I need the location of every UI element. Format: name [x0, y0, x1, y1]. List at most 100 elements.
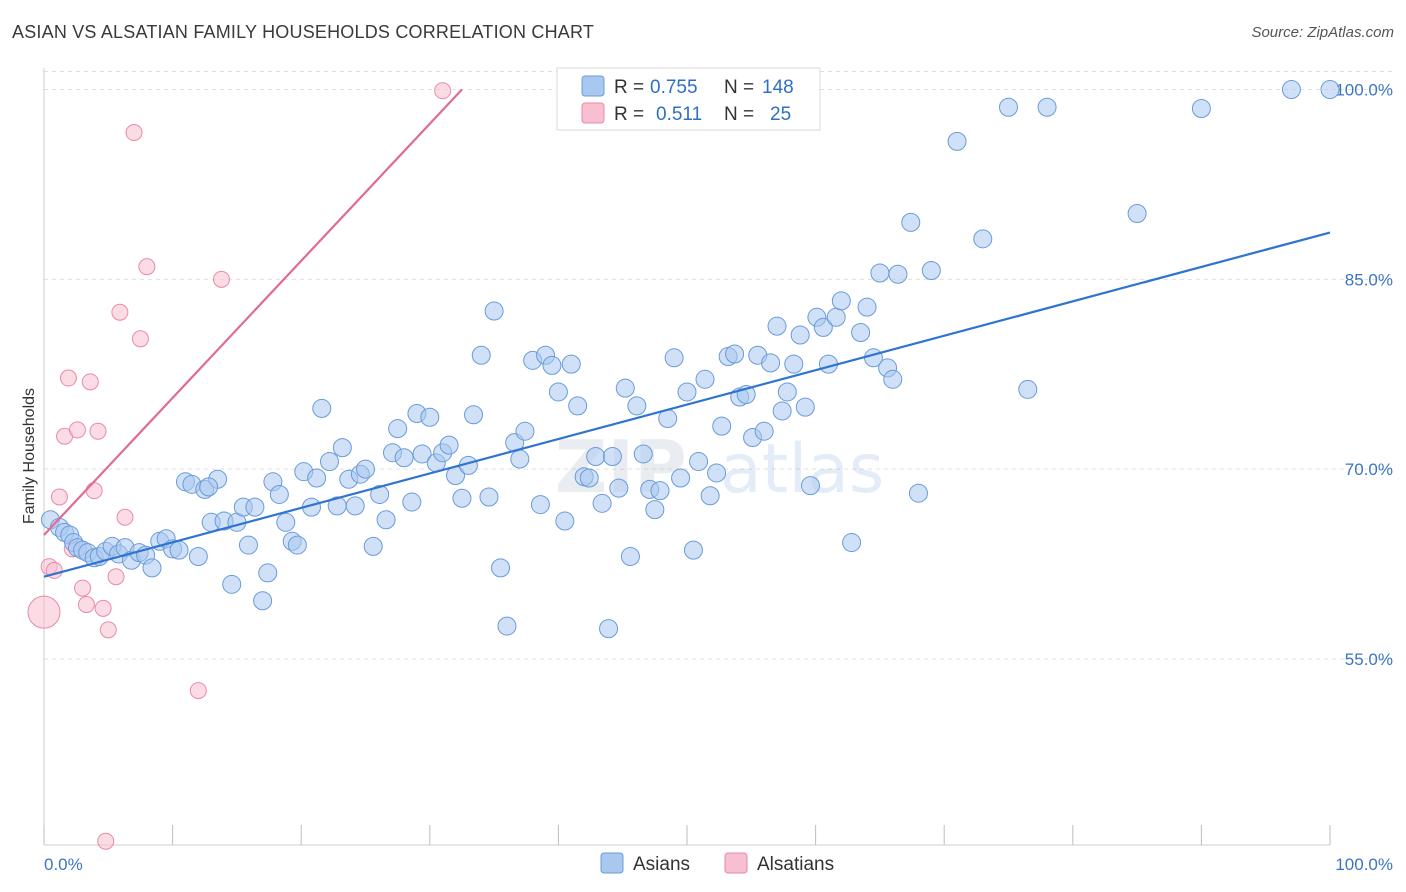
asian-point-72: [491, 558, 511, 578]
asian-point-49: [345, 496, 365, 516]
asian-point-147: [1281, 80, 1301, 100]
bottom-legend-swatch-alsatians: [724, 852, 748, 874]
chart-title: ASIAN VS ALSATIAN FAMILY HOUSEHOLDS CORR…: [12, 22, 595, 42]
asian-point-140: [947, 131, 967, 151]
asian-point-75: [510, 449, 530, 469]
legend-r-value-alsatians: 0.511: [656, 104, 702, 125]
y-tick-label-2: 85.0%: [1345, 270, 1393, 289]
asian-point-119: [777, 382, 797, 402]
asian-point-130: [851, 322, 871, 342]
legend-swatch-alsatians: [581, 102, 605, 124]
alsatian-point-12: [89, 422, 107, 440]
asian-point-24: [188, 546, 208, 566]
asian-point-128: [831, 291, 851, 311]
asian-point-122: [795, 397, 815, 417]
y-axis-label: Family Households: [21, 388, 38, 524]
asian-point-68: [464, 405, 484, 425]
alsatian-point-16: [111, 303, 129, 321]
asian-point-32: [238, 535, 258, 555]
asian-point-120: [784, 354, 804, 374]
asian-point-83: [561, 354, 581, 374]
asian-point-82: [555, 511, 575, 531]
asian-point-146: [1191, 98, 1211, 118]
asian-point-91: [609, 478, 629, 498]
asian-point-98: [650, 481, 670, 501]
alsatian-point-13: [94, 599, 112, 617]
asian-point-141: [973, 229, 993, 249]
asian-point-116: [761, 353, 781, 373]
asian-point-106: [700, 486, 720, 506]
alsatian-point-3: [50, 488, 68, 506]
asian-point-107: [707, 463, 727, 483]
asian-point-148: [1320, 80, 1340, 100]
asian-point-64: [439, 435, 459, 455]
x-tick-label-0: 0.0%: [44, 855, 83, 874]
asian-point-66: [452, 488, 472, 508]
asian-point-40: [287, 535, 307, 555]
asian-point-149: [199, 477, 219, 497]
asian-point-92: [615, 378, 635, 398]
bottom-legend: Asians Alsatians: [600, 852, 834, 875]
asian-point-138: [908, 483, 928, 503]
asian-point-144: [1037, 97, 1057, 117]
legend-r-label-1: R =: [614, 77, 644, 98]
legend-swatch-asians: [581, 75, 605, 97]
asian-point-108: [712, 416, 732, 436]
asian-point-90: [602, 447, 622, 466]
asian-point-44: [312, 398, 332, 418]
asian-point-29: [222, 574, 242, 594]
asian-point-133: [870, 263, 890, 283]
asian-point-78: [530, 495, 550, 515]
asian-point-139: [921, 260, 941, 280]
x-tick-labels: 0.0% 100.0%: [43, 825, 1393, 874]
asian-point-93: [620, 546, 640, 566]
asian-point-94: [627, 396, 647, 416]
alsatian-point-19: [131, 330, 149, 348]
asian-point-127: [826, 307, 846, 327]
alsatian-point-21: [189, 682, 207, 700]
x-tick-label-1: 100.0%: [1335, 855, 1393, 874]
asian-point-71: [484, 301, 504, 321]
alsatian-point-0: [27, 595, 61, 629]
asian-point-95: [633, 444, 653, 464]
alsatian-point-23: [434, 82, 452, 100]
asian-point-135: [883, 369, 903, 389]
alsatian-point-24: [97, 832, 115, 850]
axes: [43, 68, 1330, 846]
asian-point-117: [767, 316, 787, 336]
asian-point-81: [548, 382, 568, 402]
asian-point-37: [269, 484, 289, 504]
asian-point-97: [645, 500, 665, 520]
asian-point-58: [402, 492, 422, 512]
alsatian-point-10: [81, 373, 99, 391]
legend-n-label-1: N =: [724, 77, 754, 98]
asian-point-102: [677, 382, 697, 402]
asian-point-47: [332, 438, 352, 458]
asian-point-137: [901, 212, 921, 232]
asian-point-45: [319, 452, 339, 472]
asian-point-110: [725, 344, 745, 364]
asian-point-88: [592, 493, 612, 513]
source-label: Source: ZipAtlas.com: [1251, 24, 1394, 41]
y-tick-label-0: 55.0%: [1345, 650, 1393, 669]
asian-point-17: [142, 558, 162, 578]
alsatian-point-15: [107, 568, 125, 586]
asian-point-34: [253, 591, 273, 611]
trend-line-asians: [43, 231, 1331, 578]
asian-point-38: [276, 512, 296, 532]
asian-point-143: [1018, 379, 1038, 399]
asian-point-131: [857, 297, 877, 317]
asian-point-73: [497, 616, 517, 636]
y-tick-labels: 55.0% 70.0% 85.0% 100.0%: [1335, 81, 1393, 669]
asian-point-54: [376, 510, 396, 530]
legend-box: R = 0.755 N = 148 R = 0.511 N = 25: [556, 67, 821, 131]
y-tick-label-3: 100.0%: [1335, 81, 1393, 100]
asian-point-35: [258, 563, 278, 583]
legend-r-label-2: R =: [614, 104, 644, 125]
asian-point-129: [842, 533, 862, 553]
asian-point-104: [689, 452, 709, 472]
asian-point-115: [754, 421, 774, 441]
asian-point-51: [356, 459, 375, 479]
asian-point-43: [307, 468, 327, 488]
